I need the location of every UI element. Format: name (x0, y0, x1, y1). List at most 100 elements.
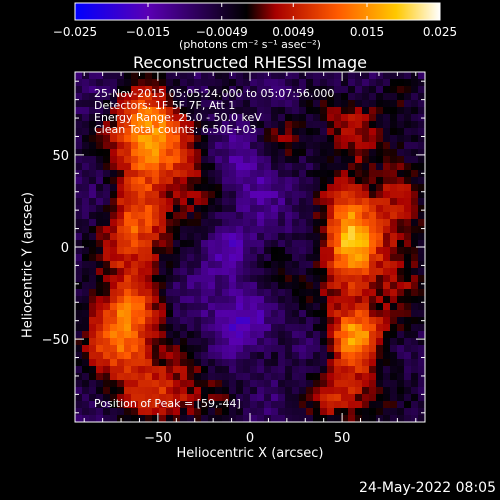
heatmap-cell (89, 212, 97, 220)
heatmap-cell (75, 79, 83, 87)
heatmap-cell (152, 408, 160, 416)
heatmap-cell (117, 79, 125, 87)
heatmap-cell (110, 163, 118, 171)
heatmap-cell (292, 338, 300, 346)
heatmap-cell (138, 114, 146, 122)
heatmap-cell (159, 394, 167, 402)
heatmap-cell (278, 380, 286, 388)
heatmap-cell (124, 156, 132, 164)
heatmap-cell (96, 121, 104, 129)
heatmap-cell (306, 352, 314, 360)
heatmap-cell (229, 366, 237, 374)
heatmap-cell (243, 107, 251, 115)
heatmap-cell (89, 359, 97, 367)
heatmap-cell (131, 268, 139, 276)
heatmap-cell (320, 149, 328, 157)
heatmap-cell (383, 142, 391, 150)
heatmap-cell (152, 93, 160, 101)
heatmap-cell (271, 261, 279, 269)
heatmap-cell (320, 324, 328, 332)
heatmap-cell (397, 149, 405, 157)
heatmap-cell (320, 331, 328, 339)
heatmap-cell (264, 128, 272, 136)
heatmap-cell (285, 415, 293, 423)
heatmap-cell (82, 352, 90, 360)
heatmap-cell (152, 268, 160, 276)
heatmap-cell (152, 114, 160, 122)
heatmap-cell (369, 93, 377, 101)
heatmap-cell (124, 212, 132, 220)
heatmap-cell (376, 114, 384, 122)
heatmap-cell (404, 261, 412, 269)
heatmap-cell (278, 345, 286, 353)
heatmap-cell (271, 149, 279, 157)
heatmap-cell (103, 380, 111, 388)
heatmap-cell (103, 268, 111, 276)
heatmap-cell (299, 359, 307, 367)
heatmap-cell (299, 184, 307, 192)
heatmap-cell (152, 366, 160, 374)
heatmap-cell (320, 212, 328, 220)
heatmap-cell (257, 184, 265, 192)
heatmap-cell (82, 163, 90, 171)
heatmap-cell (145, 275, 153, 283)
heatmap-cell (306, 149, 314, 157)
heatmap-cell (103, 254, 111, 262)
heatmap-cell (348, 79, 356, 87)
heatmap-cell (208, 289, 216, 297)
heatmap-cell (362, 373, 370, 381)
heatmap-cell (236, 408, 244, 416)
heatmap-cell (75, 254, 83, 262)
heatmap-cell (341, 149, 349, 157)
heatmap-cell (152, 338, 160, 346)
heatmap-cell (348, 212, 356, 220)
heatmap-cell (89, 352, 97, 360)
heatmap-cell (131, 317, 139, 325)
heatmap-cell (187, 303, 195, 311)
heatmap-cell (159, 331, 167, 339)
heatmap-cell (278, 128, 286, 136)
heatmap-cell (271, 303, 279, 311)
heatmap-cell (89, 345, 97, 353)
heatmap-cell (229, 289, 237, 297)
heatmap-cell (166, 394, 174, 402)
heatmap-cell (306, 72, 314, 80)
heatmap-cell (215, 93, 223, 101)
heatmap-cell (341, 128, 349, 136)
heatmap-cell (341, 268, 349, 276)
heatmap-cell (173, 394, 181, 402)
heatmap-cell (418, 275, 426, 283)
heatmap-cell (418, 387, 426, 395)
heatmap-cell (285, 79, 293, 87)
heatmap-cell (201, 184, 209, 192)
heatmap-cell (362, 394, 370, 402)
heatmap-cell (138, 135, 146, 143)
heatmap-cell (236, 121, 244, 129)
heatmap-cell (348, 268, 356, 276)
heatmap-cell (96, 170, 104, 178)
heatmap-cell (194, 401, 202, 409)
heatmap-cell (348, 114, 356, 122)
heatmap-cell (250, 219, 258, 227)
heatmap-cell (124, 387, 132, 395)
heatmap-cell (194, 121, 202, 129)
heatmap-cell (271, 366, 279, 374)
heatmap-cell (208, 205, 216, 213)
heatmap-cell (362, 79, 370, 87)
heatmap-cell (383, 282, 391, 290)
heatmap-cell (138, 296, 146, 304)
heatmap-cell (285, 212, 293, 220)
heatmap-cell (131, 72, 139, 80)
heatmap-cell (96, 289, 104, 297)
heatmap-cell (320, 289, 328, 297)
heatmap-cell (341, 226, 349, 234)
heatmap-cell (404, 380, 412, 388)
heatmap-cell (222, 247, 230, 255)
heatmap-cell (243, 352, 251, 360)
heatmap-cell (257, 121, 265, 129)
heatmap-cell (278, 366, 286, 374)
heatmap-cell (250, 366, 258, 374)
heatmap-cell (124, 198, 132, 206)
heatmap-cell (404, 205, 412, 213)
heatmap-cell (215, 310, 223, 318)
